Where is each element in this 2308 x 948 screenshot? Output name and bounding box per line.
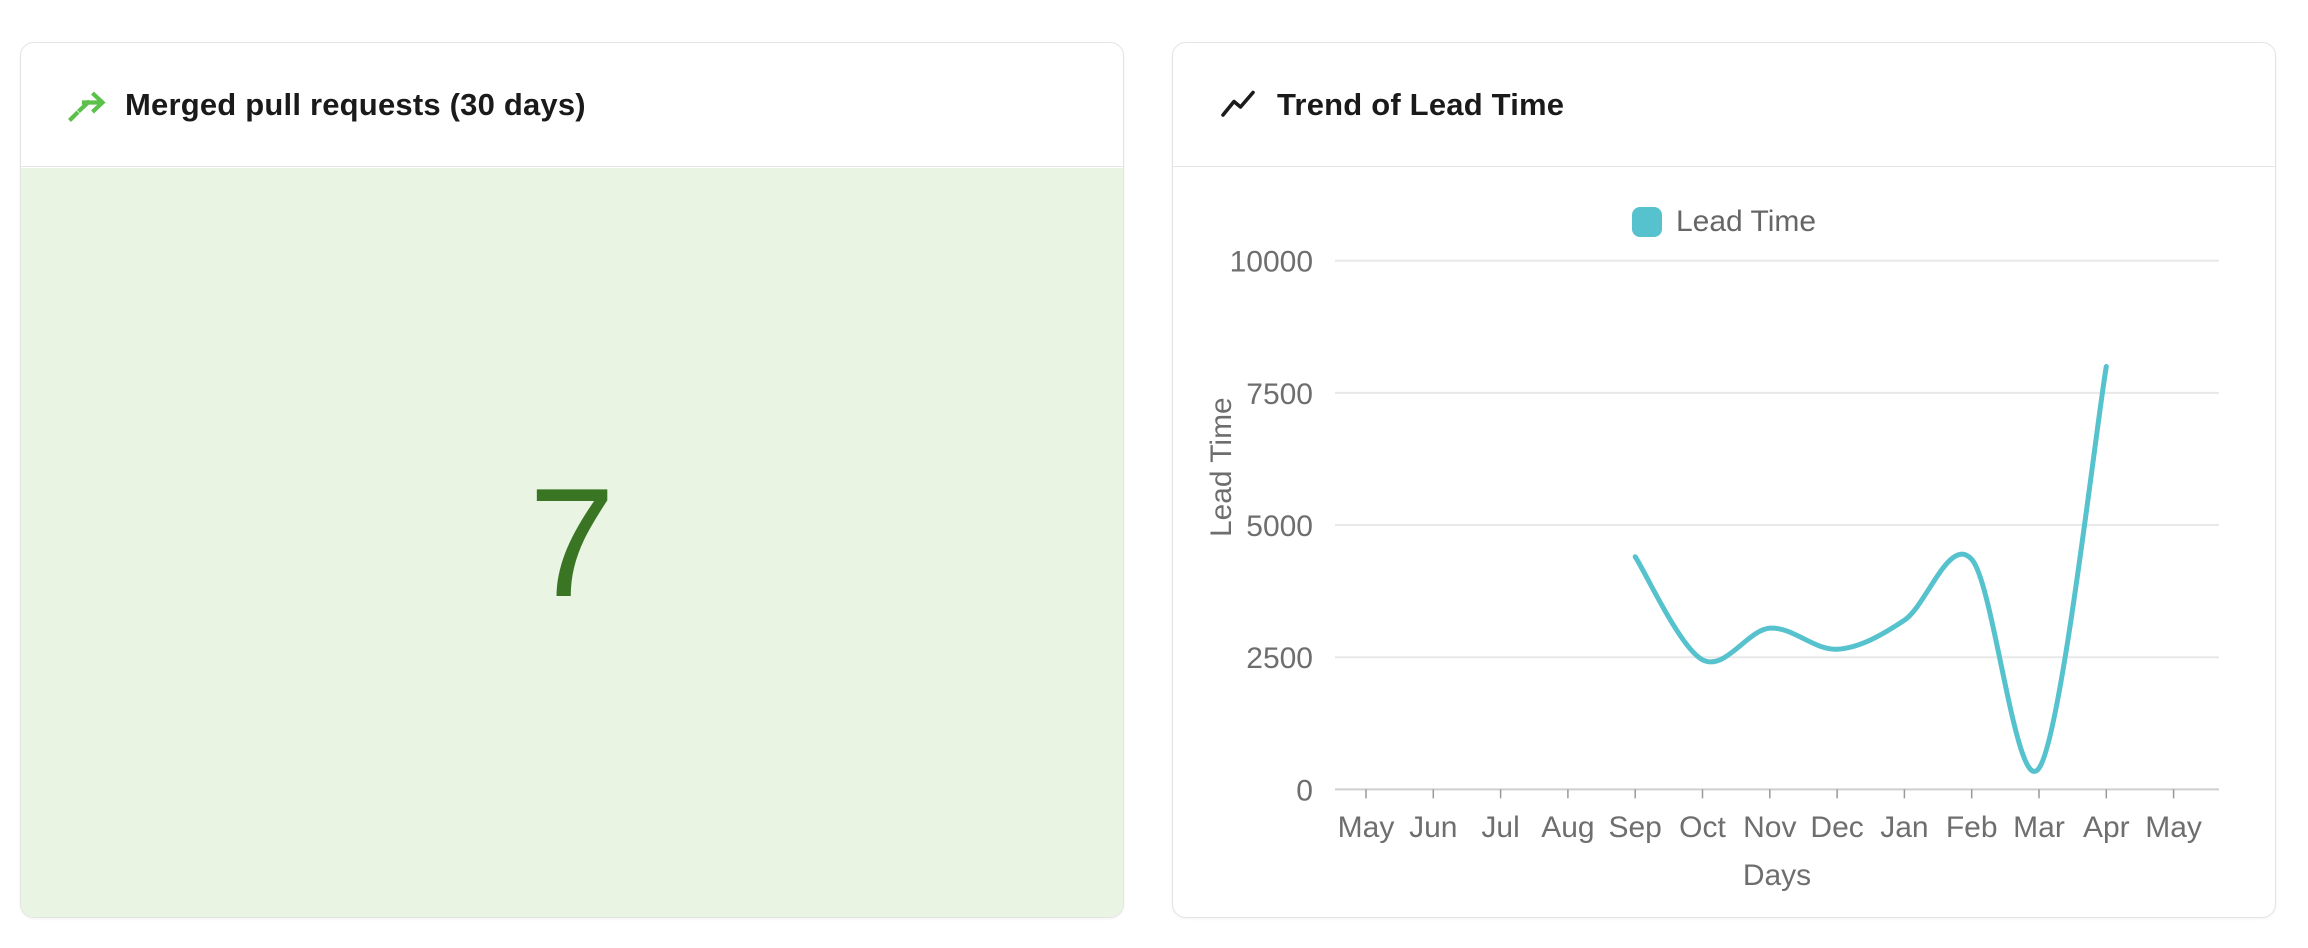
x-axis-tick-label: Feb	[1946, 811, 1998, 844]
x-axis-tick-label: Dec	[1810, 811, 1863, 844]
legend-label: Lead Time	[1675, 205, 1817, 238]
merged-prs-title: Merged pull requests (30 days)	[125, 86, 586, 122]
merged-prs-header: Merged pull requests (30 days)	[21, 43, 1123, 167]
x-axis-tick-label: Mar	[2013, 811, 2065, 844]
x-axis-tick-label: Jul	[1481, 811, 1519, 844]
lead-time-header: Trend of Lead Time	[1173, 43, 2275, 167]
y-axis-tick-label: 10000	[1230, 246, 1313, 279]
y-axis-tick-label: 7500	[1246, 378, 1313, 411]
merged-prs-body: 7	[21, 168, 1123, 917]
chart-legend-item[interactable]: Lead Time	[1173, 204, 2275, 240]
x-axis-title: Days	[1743, 859, 1811, 892]
x-axis-tick-label: Jan	[1880, 811, 1928, 844]
merged-prs-card: Merged pull requests (30 days) 7	[20, 42, 1124, 918]
x-axis-tick-label: May	[2145, 811, 2202, 844]
lead-time-card: Trend of Lead Time Lead Time 0 2500 5000 75…	[1172, 42, 2276, 918]
x-axis-tick-label: Nov	[1743, 811, 1796, 844]
y-axis-tick-label: 5000	[1246, 510, 1313, 543]
x-axis-tick-label: Aug	[1541, 811, 1594, 844]
y-axis-tick-label: 2500	[1246, 642, 1313, 675]
x-axis-tick-label: Oct	[1679, 811, 1726, 844]
lead-time-title: Trend of Lead Time	[1277, 86, 1565, 122]
x-axis-tick-label: Apr	[2083, 811, 2130, 844]
legend-swatch	[1631, 207, 1662, 237]
trend-line-icon	[1221, 90, 1255, 117]
lead-time-line-chart[interactable]: 0 2500 5000 7500 10000 May Jun Jul Aug Sep Oct Nov D…	[1173, 168, 2275, 917]
x-axis-tick-label: Jun	[1409, 811, 1457, 844]
merge-arrow-icon	[68, 91, 106, 122]
merged-prs-count: 7	[528, 456, 616, 629]
lead-time-series-line[interactable]	[1632, 363, 2109, 774]
lead-time-chart-area[interactable]: Lead Time 0 2500 5000 7500 10000 May Jun Jul Aug…	[1173, 168, 2275, 917]
y-axis-title: Lead Time	[1205, 397, 1238, 537]
x-axis-tick-label: May	[1338, 811, 1395, 844]
y-axis-tick-label: 0	[1296, 774, 1313, 807]
x-axis-tick-label: Sep	[1609, 811, 1662, 844]
